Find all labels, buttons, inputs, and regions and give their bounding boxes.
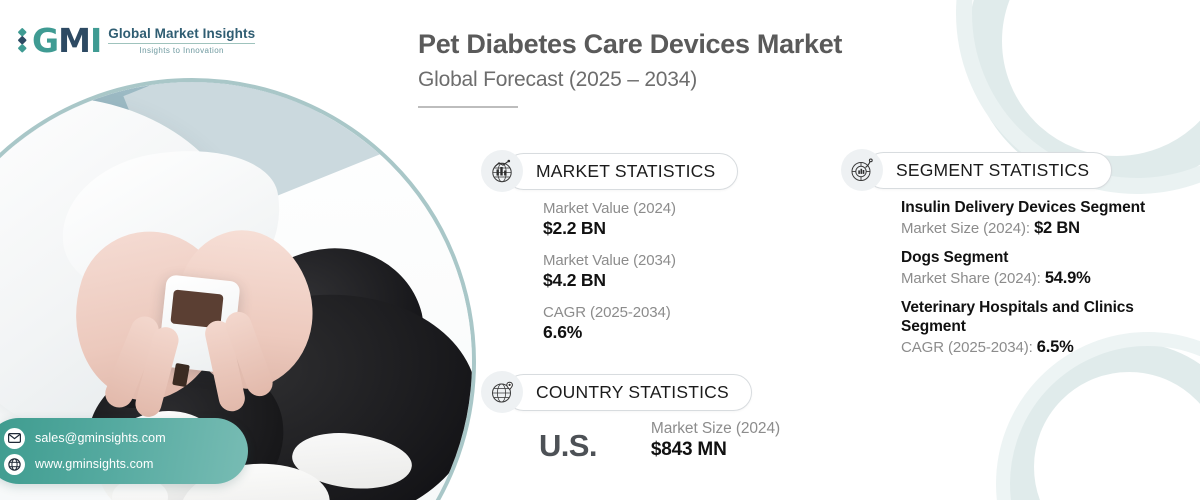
logo-wordmark: GMI: [32, 21, 102, 60]
country-statistics-header: COUNTRY STATISTICS: [481, 371, 752, 413]
cagr-label: CAGR (2025-2034): [543, 304, 671, 321]
segment-metric-insulin-delivery-devices: Market Size (2024): $2 BN: [901, 219, 1187, 238]
envelope-icon: [4, 427, 25, 449]
segment-metric-veterinary-hospitals-clinics: CAGR (2025-2034): 6.5%: [901, 338, 1187, 357]
country-statistics-title: COUNTRY STATISTICS: [505, 373, 752, 411]
contact-website-text: www.gminsights.com: [35, 457, 154, 471]
segment-item: Veterinary Hospitals and Clinics Segment…: [901, 299, 1187, 357]
heading-divider: [418, 105, 518, 108]
segment-metric-label-1: Market Share (2024):: [901, 269, 1041, 287]
market-statistics-header: MARKET STATISTICS: [481, 150, 739, 192]
contact-website-row[interactable]: www.gminsights.com: [4, 453, 248, 475]
logo-mark-icon: GMI: [14, 21, 102, 60]
country-metric: Market Size (2024) $843 MN: [651, 420, 780, 461]
contact-bar: sales@gminsights.com www.gminsights.com: [0, 418, 248, 484]
logo-tagline: Insights to Innovation: [139, 46, 224, 55]
segment-name-veterinary-hospitals-clinics: Veterinary Hospitals and Clinics Segment: [901, 298, 1134, 335]
company-logo[interactable]: GMI Global Market Insights Insights to I…: [14, 21, 256, 60]
segment-item: Insulin Delivery Devices Segment Market …: [901, 199, 1187, 238]
logo-diamonds-icon: [18, 27, 27, 52]
segment-metric-value-2: 6.5%: [1036, 337, 1074, 356]
contact-email-row[interactable]: sales@gminsights.com: [4, 427, 248, 449]
globe-bar-chart-icon: [481, 150, 523, 192]
segment-name-insulin-delivery-devices: Insulin Delivery Devices Segment: [901, 199, 1146, 216]
segment-metric-value-0: $2 BN: [1034, 218, 1080, 237]
page-heading: Pet Diabetes Care Devices Market Global …: [418, 29, 843, 108]
segment-metric-value-1: 54.9%: [1044, 268, 1091, 287]
page-subtitle: Global Forecast (2025 – 2034): [418, 67, 698, 91]
market-value-2034-label: Market Value (2034): [543, 252, 676, 269]
segment-metric-label-0: Market Size (2024):: [901, 219, 1030, 237]
country-market-size-label: Market Size (2024): [650, 420, 781, 437]
segment-name-dogs: Dogs Segment: [901, 248, 1009, 266]
segment-statistics-title: SEGMENT STATISTICS: [865, 151, 1113, 189]
market-value-2024-value: $2.2 BN: [543, 218, 606, 238]
market-statistics-title: MARKET STATISTICS: [505, 152, 739, 190]
logo-text-block: Global Market Insights Insights to Innov…: [108, 26, 256, 55]
segment-statistics-list: Insulin Delivery Devices Segment Market …: [901, 199, 1187, 368]
market-statistics-list: Market Value (2024) $2.2 BN Market Value…: [543, 200, 676, 356]
logo-divider: [108, 43, 256, 44]
contact-email-text: sales@gminsights.com: [35, 431, 166, 445]
globe-icon: [4, 453, 25, 475]
country-name: U.S.: [539, 428, 597, 463]
segment-metric-label-2: CAGR (2025-2034):: [901, 338, 1033, 356]
logo-company-name: Global Market Insights: [108, 26, 256, 41]
country-market-size-value: $843 MN: [650, 439, 727, 460]
page-title: Pet Diabetes Care Devices Market: [418, 29, 843, 59]
segment-item: Dogs Segment Market Share (2024): 54.9%: [901, 249, 1187, 288]
country-statistics-content: U.S. Market Size (2024) $843 MN: [539, 420, 780, 461]
globe-pin-icon: [481, 371, 523, 413]
market-value-2034-value: $4.2 BN: [543, 270, 606, 290]
segment-statistics-header: SEGMENT STATISTICS: [841, 149, 1113, 191]
cagr-value: 6.6%: [543, 322, 583, 342]
segment-metric-dogs: Market Share (2024): 54.9%: [901, 269, 1187, 288]
pie-chart-arrow-icon: [841, 149, 883, 191]
market-value-2024-label: Market Value (2024): [543, 200, 676, 217]
